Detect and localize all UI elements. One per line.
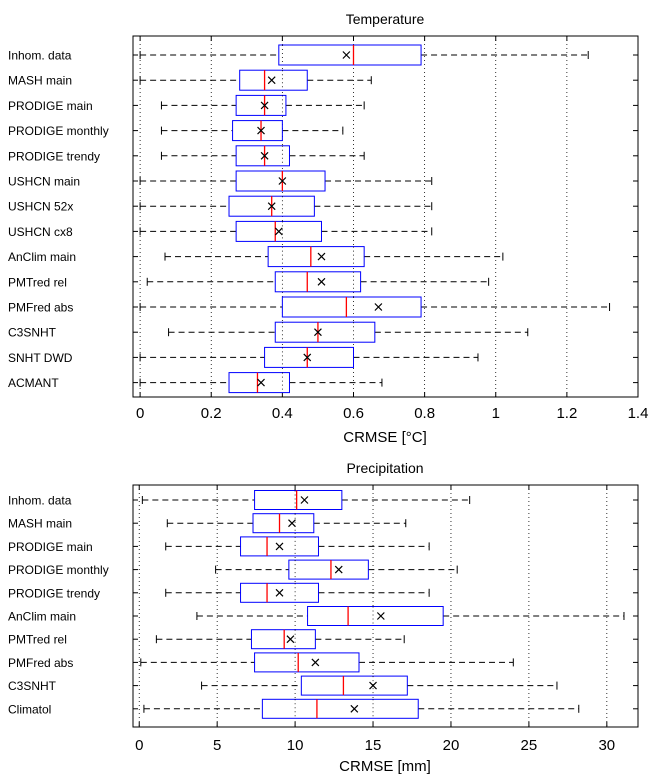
temperature-box <box>235 94 287 116</box>
precipitation-panel: Precipitation CRMSE [mm] 0 5 10 15 20 25 30 Inh… <box>8 460 639 775</box>
temperature-mean-marker <box>274 227 283 236</box>
temperature-mean-marker <box>257 126 265 135</box>
temperature-box <box>232 120 283 142</box>
temperature-x-tick-label: 1.2 <box>556 405 577 422</box>
temperature-category-label: AnClim main <box>8 250 76 264</box>
precipitation-box <box>288 559 369 580</box>
precipitation-plot-frame <box>132 484 639 728</box>
temperature-x-tick-label: 0.2 <box>201 405 222 422</box>
precipitation-category-label: PRODIGE monthly <box>8 563 109 577</box>
precipitation-box <box>250 629 316 650</box>
precipitation-category-label: PMFred abs <box>8 656 73 670</box>
temperature-category-label: USHCN cx8 <box>8 225 73 239</box>
temperature-category-label: PRODIGE trendy <box>8 149 100 163</box>
precipitation-mean-marker <box>300 496 309 504</box>
precipitation-box <box>254 490 343 510</box>
temperature-category-label: USHCN main <box>8 175 80 189</box>
temperature-category-label: ACMANT <box>8 376 59 390</box>
precipitation-mean-marker <box>286 635 295 644</box>
temperature-category-label: SNHT DWD <box>8 351 73 365</box>
precipitation-x-tick-label: 5 <box>213 737 221 754</box>
precipitation-mean-marker <box>288 519 296 528</box>
temperature-category-label: PMFred abs <box>8 301 73 315</box>
precipitation-mean-marker <box>275 588 284 597</box>
precipitation-category-label: Inhom. data <box>8 494 72 508</box>
precipitation-title: Precipitation <box>346 460 423 476</box>
precipitation-mean-marker <box>334 565 343 574</box>
temperature-category-label: PRODIGE monthly <box>8 124 109 138</box>
temperature-mean-marker <box>317 277 326 286</box>
temperature-box <box>235 170 326 192</box>
temperature-mean-marker <box>278 177 287 185</box>
temperature-mean-marker <box>267 202 276 211</box>
temperature-category-label: C3SNHT <box>8 326 57 340</box>
precipitation-box <box>261 698 419 719</box>
temperature-panel: Temperature CRMSE [°C] 0 0.2 0.4 0.6 0.8 1 1.2… <box>8 11 648 446</box>
temperature-mean-marker <box>342 51 351 59</box>
temperature-x-tick-label: 0.4 <box>272 405 293 422</box>
temperature-box <box>228 372 290 394</box>
precipitation-box <box>254 652 360 673</box>
temperature-box <box>274 321 376 343</box>
precipitation-box <box>252 513 315 534</box>
precipitation-box <box>300 675 408 696</box>
precipitation-box <box>307 606 444 626</box>
temperature-mean-marker <box>267 76 276 85</box>
temperature-title: Temperature <box>346 11 425 27</box>
precipitation-category-label: C3SNHT <box>8 679 57 693</box>
temperature-category-label: MASH main <box>8 74 72 88</box>
temperature-box <box>264 346 354 368</box>
temperature-category-label: PRODIGE main <box>8 99 93 113</box>
precipitation-category-label: AnClim main <box>8 610 76 624</box>
temperature-mean-marker <box>260 101 269 110</box>
precipitation-x-tick-label: 30 <box>598 737 615 754</box>
precipitation-category-label: MASH main <box>8 517 72 531</box>
temperature-mean-marker <box>260 151 269 160</box>
precipitation-category-label: PMTred rel <box>8 633 67 647</box>
temperature-x-tick-label: 0.8 <box>414 405 435 422</box>
precipitation-mean-marker <box>311 658 320 667</box>
precipitation-category-label: PRODIGE main <box>8 540 93 554</box>
temperature-box <box>239 69 308 91</box>
temperature-x-tick-label: 0 <box>136 405 144 422</box>
temperature-box <box>235 145 290 167</box>
temperature-box <box>267 246 365 268</box>
precipitation-xlabel: CRMSE [mm] <box>339 758 431 775</box>
precipitation-category-label: PRODIGE trendy <box>8 586 100 600</box>
temperature-box <box>278 44 422 66</box>
precipitation-x-tick-label: 20 <box>443 737 460 754</box>
temperature-x-tick-label: 1 <box>492 405 500 422</box>
temperature-category-label: Inhom. data <box>8 49 72 63</box>
temperature-plot-frame <box>132 35 639 398</box>
temperature-box <box>281 296 422 318</box>
temperature-mean-marker <box>314 328 322 337</box>
temperature-x-tick-label: 0.6 <box>343 405 364 422</box>
precipitation-mean-marker <box>350 704 359 713</box>
precipitation-mean-marker <box>369 681 377 690</box>
temperature-xlabel: CRMSE [°C] <box>343 429 427 446</box>
temperature-category-label: USHCN 52x <box>8 200 73 214</box>
temperature-mean-marker <box>317 252 326 261</box>
temperature-mean-marker <box>374 303 383 311</box>
precipitation-category-label: Climatol <box>8 702 51 716</box>
temperature-mean-marker <box>303 353 312 362</box>
temperature-mean-marker <box>257 378 265 387</box>
temperature-box <box>274 271 362 293</box>
precipitation-x-tick-label: 15 <box>365 737 382 754</box>
precipitation-x-tick-label: 25 <box>521 737 538 754</box>
precipitation-x-tick-label: 0 <box>135 737 143 754</box>
temperature-x-tick-label: 1.4 <box>628 405 649 422</box>
precipitation-mean-marker <box>275 542 284 551</box>
precipitation-x-tick-label: 10 <box>287 737 304 754</box>
temperature-category-label: PMTred rel <box>8 275 67 289</box>
precipitation-mean-marker <box>376 612 385 620</box>
